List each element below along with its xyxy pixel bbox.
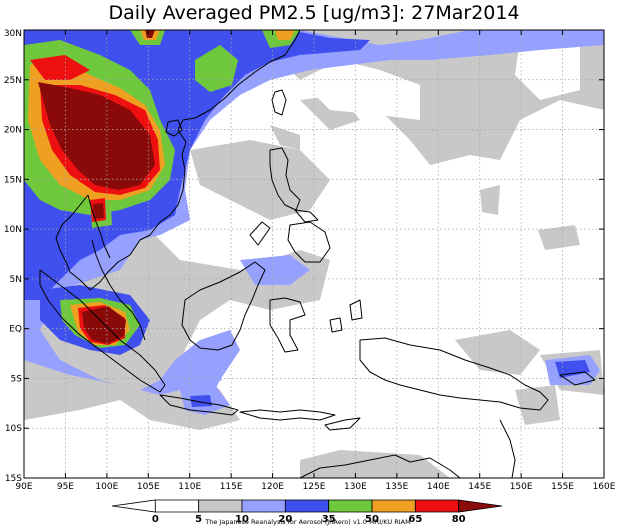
coastline-hainan [165,119,183,137]
colorbar-box [198,499,243,513]
lat-tick-label: 10S [5,424,22,434]
coastlines [39,30,596,478]
coastline-palawan [249,221,271,246]
coastline-taiwan [271,89,287,116]
coastline-java [159,394,239,416]
lon-tick-label: 130E [344,482,367,492]
figure-title: Daily Averaged PM2.5 [ug/m3]: 27Mar2014 [108,2,519,24]
lon-tick-label: 95E [57,482,74,492]
colorbar-label: 80 [452,514,466,525]
contour-5-10 [24,30,604,165]
coastline-new-britain [559,371,596,386]
lat-tick-label: 10N [4,225,22,235]
contour-20-35 [555,360,590,378]
colorbar-box [154,499,200,513]
coastline-borneo [181,261,266,351]
lon-tick-label: 100E [95,482,118,492]
contour-above-80 [145,30,155,38]
lat-tick-label: 30N [4,29,22,39]
colorbar-label: 10 [235,514,249,525]
contour-10-20 [198,355,222,388]
contour-0-5 [340,140,430,210]
coastline-moluccas [329,317,343,333]
lon-tick-label: 120E [261,482,284,492]
contour-5-10 [480,185,500,215]
lon-tick-label: 110E [178,482,201,492]
latitude-axis: 30N 25N 20N 15N 10N 5N EQ 5S 10S 15S [4,29,604,484]
contour-5-10 [300,450,450,478]
contour-20-35 [190,395,212,407]
colorbar-label: 35 [322,514,336,525]
colorbar-box [414,499,460,513]
colorbar-label: 0 [152,514,159,525]
colorbar-box [458,499,503,513]
lat-tick-label: EQ [9,325,22,335]
contour-10-20 [240,255,310,285]
colorbar-box [241,499,286,513]
lat-tick-label: 25N [4,76,22,86]
lon-tick-label: 140E [427,482,450,492]
coastline-malay [91,239,146,341]
lon-tick-label: 155E [551,482,574,492]
lon-tick-label: 150E [510,482,533,492]
lat-tick-label: 15N [4,175,22,185]
contour-5-10 [270,125,300,150]
colorbar-label: 50 [365,514,379,525]
coastline-australia [299,454,461,478]
coastline-thailand-gulf [87,194,111,259]
lon-tick-label: 160E [593,482,616,492]
lat-tick-label: 5N [10,275,22,285]
coastline-australia-cape [499,419,516,478]
coastline-visayas [294,209,319,223]
contour-50-65 [275,30,295,40]
contour-above-80 [93,203,104,219]
lat-lon-grid [24,30,604,478]
coastline-halmahera [349,299,363,321]
colorbar-label: 65 [408,514,422,525]
coastline-sumatra [39,269,166,393]
colorbar-box [284,499,330,513]
coastline-luzon [269,147,301,211]
lat-tick-label: 5S [11,374,23,384]
contour-0-5 [300,60,420,120]
colorbar-box [111,499,156,513]
contour-35-50 [195,45,238,92]
colorbar: 0 5 10 20 35 50 65 80 [111,499,503,525]
longitude-axis: 90E 95E 100E 105E 110E 115E 120E 125E 130E 135E 14… [15,30,616,492]
contour-5-10 [538,225,580,250]
contour-above-80 [38,82,155,190]
lon-tick-label: 115E [220,482,243,492]
coastline-sulawesi [269,297,306,353]
contour-5-10 [190,140,330,220]
lat-tick-label: 20N [4,126,22,136]
lon-tick-label: 135E [385,482,408,492]
coastline-lesser-sunda [239,409,336,421]
contour-65-80 [30,55,90,80]
lon-tick-label: 105E [137,482,160,492]
coastline-mindanao [287,221,331,263]
lon-tick-label: 125E [303,482,326,492]
credit-text: The Japanese Reanalysis for Aerosol (JRA… [204,518,410,526]
contour-5-10 [515,385,560,425]
coastline-timor [324,417,361,431]
colorbar-label: 20 [278,514,292,525]
concentration-field [24,30,604,478]
lon-tick-label: 90E [15,482,32,492]
lat-tick-label: 15S [5,474,22,484]
colorbar-box [328,499,373,513]
coastline-mainland [55,30,301,291]
lon-tick-label: 145E [468,482,491,492]
colorbar-label: 5 [195,514,202,525]
colorbar-box [371,499,416,513]
coastline-new-guinea [359,337,549,411]
contour-0-5 [515,40,580,100]
